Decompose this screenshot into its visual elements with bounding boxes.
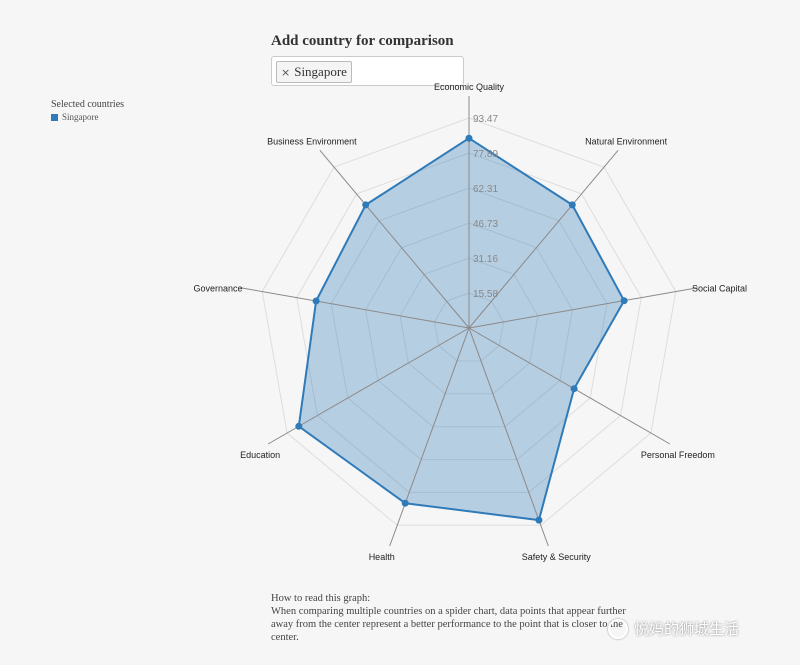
watermark: 悦妈的狮城生活: [608, 618, 739, 639]
series-area-singapore: [297, 137, 626, 522]
legend-swatch: [51, 113, 58, 121]
axis-label-8: Business Environment: [267, 136, 357, 146]
legend: Selected countries Singapore: [51, 99, 124, 122]
section-title: Add country for comparison: [271, 33, 454, 49]
axis-line-1: [468, 149, 619, 329]
remove-tag-icon[interactable]: ×: [281, 65, 291, 79]
axis-line-7: [240, 287, 470, 329]
tick-label-3: 62.31: [473, 184, 498, 195]
tick-label-2: 46.73: [473, 219, 498, 230]
axis-label-7: Governance: [193, 284, 242, 294]
legend-item-singapore[interactable]: Singapore: [51, 112, 124, 122]
grid-ring-4: [330, 187, 608, 461]
legend-title: Selected countries: [51, 99, 125, 110]
grid-ring-1: [433, 292, 505, 362]
note-title: How to read this graph:: [271, 593, 371, 604]
country-select-input[interactable]: × Singapore: [271, 56, 464, 86]
data-point-1: [568, 201, 576, 209]
data-point-2: [620, 297, 628, 305]
axis-line-8: [319, 149, 470, 329]
axis-label-0: Economic Quality: [434, 82, 505, 92]
data-point-3: [570, 385, 578, 393]
axis-label-3: Personal Freedom: [641, 450, 715, 460]
axis-line-5: [389, 327, 470, 547]
tick-label-5: 93.47: [473, 114, 498, 125]
tick-label-0: 15.58: [473, 289, 498, 300]
data-point-0: [465, 134, 473, 142]
data-point-5: [401, 499, 409, 507]
how-to-read-note: How to read this graph: When comparing m…: [271, 592, 631, 644]
grid-ring-5: [296, 152, 642, 493]
legend-item-label: Singapore: [62, 112, 99, 122]
note-body: When comparing multiple countries on a s…: [271, 606, 626, 643]
data-point-4: [535, 516, 543, 524]
data-point-8: [362, 201, 370, 209]
axis-label-6: Education: [240, 450, 280, 460]
wechat-logo-icon: [608, 618, 628, 639]
axis-line-2: [468, 287, 698, 329]
tick-label-1: 31.16: [473, 254, 498, 265]
watermark-text: 悦妈的狮城生活: [634, 620, 740, 638]
axis-label-4: Safety & Security: [522, 552, 592, 562]
grid-ring-6: [261, 117, 677, 526]
data-point-6: [295, 422, 303, 430]
data-point-7: [312, 297, 320, 305]
tick-label-4: 77.89: [473, 149, 498, 160]
axis-label-2: Social Capital: [692, 284, 747, 294]
axis-line-3: [468, 327, 671, 445]
grid-ring-3: [365, 222, 573, 428]
grid-ring-2: [399, 257, 539, 395]
axis-label-1: Natural Environment: [585, 136, 668, 146]
axis-label-5: Health: [369, 552, 395, 562]
selected-country-tag-label: Singapore: [294, 64, 347, 79]
selected-country-tag: × Singapore: [276, 61, 352, 83]
axis-line-4: [468, 327, 549, 547]
